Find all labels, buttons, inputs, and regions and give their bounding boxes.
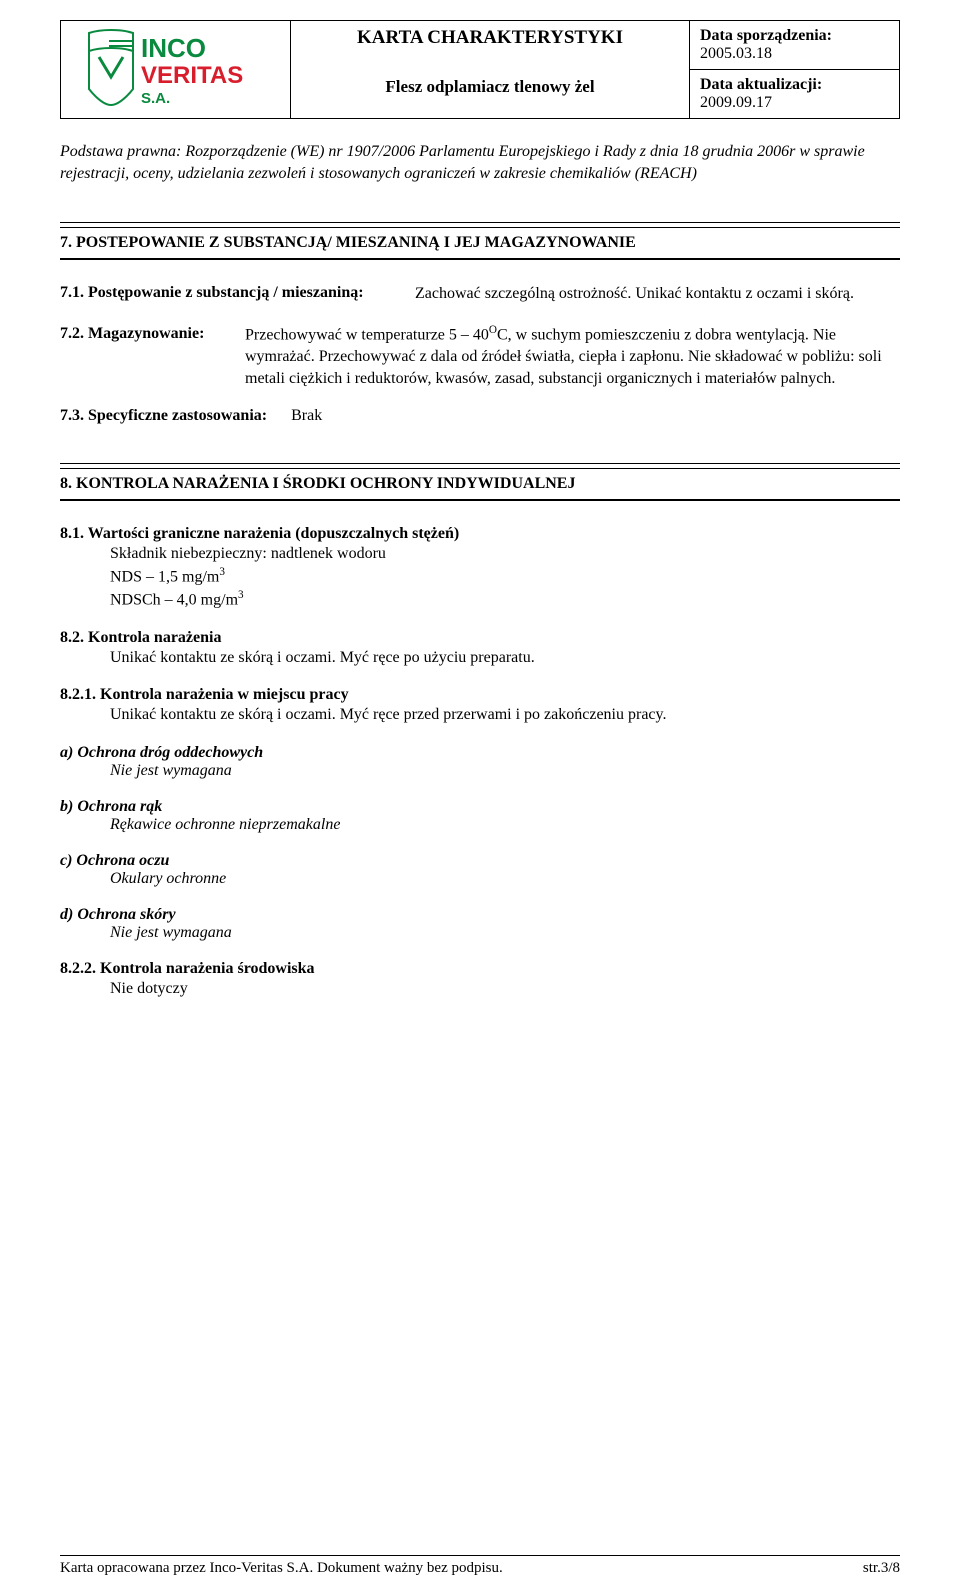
document-subtitle: Flesz odplamiacz tlenowy żel (301, 77, 679, 97)
date-updated-label: Data aktualizacji: (700, 76, 889, 94)
section-8-a-body: Nie jest wymagana (60, 762, 900, 780)
section-divider-top-8 (60, 463, 900, 469)
section-7-1-value: Zachować szczególną ostrożność. Unikać k… (415, 284, 900, 305)
section-8-title: 8. KONTROLA NARAŻENIA I ŚRODKI OCHRONY I… (60, 475, 900, 493)
section-8-a-label: a) Ochrona dróg oddechowych (60, 744, 900, 762)
section-7-3-value: Brak (291, 407, 322, 424)
section-7-title: 7. POSTEPOWANIE Z SUBSTANCJĄ/ MIESZANINĄ… (60, 234, 900, 252)
section-8-b-label: b) Ochrona rąk (60, 798, 900, 816)
section-8-b-body: Rękawice ochronne nieprzemakalne (60, 816, 900, 834)
section-8-1-line-a: Składnik niebezpieczny: nadtlenek wodoru (110, 543, 900, 565)
section-8-2-2: 8.2.2. Kontrola narażenia środowiska Nie… (60, 960, 900, 1000)
section-7-2: 7.2. Magazynowanie: Przechowywać w tempe… (60, 323, 900, 389)
date-prepared-label: Data sporządzenia: (700, 27, 889, 45)
section-8-c-label: c) Ochrona oczu (60, 852, 900, 870)
section-divider-top-7 (60, 222, 900, 228)
section-7-3: 7.3. Specyficzne zastosowania: Brak (60, 407, 900, 425)
section-8-1-body: Składnik niebezpieczny: nadtlenek wodoru… (60, 543, 900, 610)
section-7-1: 7.1. Postępowanie z substancją / mieszan… (60, 284, 900, 305)
section-7-2-label: 7.2. Magazynowanie: (60, 323, 245, 389)
section-divider-bottom-7 (60, 258, 900, 260)
section-8-2-2-body: Nie dotyczy (60, 978, 900, 1000)
svg-text:INCO: INCO (141, 33, 206, 63)
section-7-3-label: 7.3. Specyficzne zastosowania: (60, 407, 267, 424)
section-8-1: 8.1. Wartości graniczne narażenia (dopus… (60, 525, 900, 610)
section-8-c-body: Okulary ochronne (60, 870, 900, 888)
section-8-2-1: 8.2.1. Kontrola narażenia w miejscu prac… (60, 686, 900, 726)
date-updated-cell: Data aktualizacji: 2009.09.17 (690, 70, 900, 119)
section-7-2-value: Przechowywać w temperaturze 5 – 40OC, w … (245, 323, 900, 389)
section-8-d-label: d) Ochrona skóry (60, 906, 900, 924)
footer-right: str.3/8 (863, 1560, 900, 1577)
logo-cell: INCO VERITAS S.A. (61, 21, 291, 119)
document-title: KARTA CHARAKTERYSTYKI (301, 27, 679, 49)
section-7-1-label: 7.1. Postępowanie z substancją / mieszan… (60, 284, 415, 305)
section-8-a: a) Ochrona dróg oddechowych Nie jest wym… (60, 744, 900, 780)
svg-text:S.A.: S.A. (141, 90, 170, 107)
section-8-2-2-label: 8.2.2. Kontrola narażenia środowiska (60, 960, 900, 978)
date-updated-value: 2009.09.17 (700, 94, 889, 112)
section-8-2-1-label: 8.2.1. Kontrola narażenia w miejscu prac… (60, 686, 900, 704)
company-logo: INCO VERITAS S.A. (81, 27, 271, 111)
document-header: INCO VERITAS S.A. KARTA CHARAKTERYSTYKI … (60, 20, 900, 119)
section-divider-bottom-8 (60, 499, 900, 501)
date-prepared-cell: Data sporządzenia: 2005.03.18 (690, 21, 900, 70)
section-8-2-1-body: Unikać kontaktu ze skórą i oczami. Myć r… (60, 704, 900, 726)
section-8-2-body: Unikać kontaktu ze skórą i oczami. Myć r… (60, 647, 900, 669)
section-8-d: d) Ochrona skóry Nie jest wymagana (60, 906, 900, 942)
degree-superscript: O (489, 324, 497, 336)
date-prepared-value: 2005.03.18 (700, 45, 889, 63)
section-8-1-line-c: NDSCh – 4,0 mg/m3 (110, 588, 900, 611)
section-8-b: b) Ochrona rąk Rękawice ochronne nieprze… (60, 798, 900, 834)
section-8-d-body: Nie jest wymagana (60, 924, 900, 942)
legal-basis: Podstawa prawna: Rozporządzenie (WE) nr … (60, 141, 900, 184)
footer-left: Karta opracowana przez Inco-Veritas S.A.… (60, 1560, 503, 1577)
section-7-2-value-a: Przechowywać w temperaturze 5 – 40 (245, 326, 489, 343)
section-8-2: 8.2. Kontrola narażenia Unikać kontaktu … (60, 629, 900, 669)
title-cell: KARTA CHARAKTERYSTYKI Flesz odplamiacz t… (291, 21, 690, 119)
section-8-c: c) Ochrona oczu Okulary ochronne (60, 852, 900, 888)
section-8-1-label: 8.1. Wartości graniczne narażenia (dopus… (60, 525, 900, 543)
page-footer: Karta opracowana przez Inco-Veritas S.A.… (60, 1555, 900, 1577)
section-8-2-label: 8.2. Kontrola narażenia (60, 629, 900, 647)
section-8-1-line-b: NDS – 1,5 mg/m3 (110, 565, 900, 588)
svg-text:VERITAS: VERITAS (141, 62, 243, 89)
